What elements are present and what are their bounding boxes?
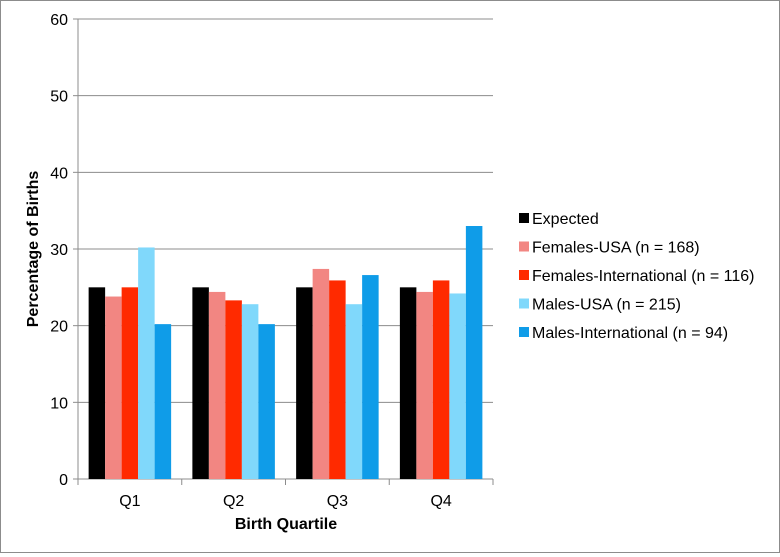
legend-swatch [519, 270, 529, 280]
legend-label: Females-USA (n = 168) [532, 240, 700, 257]
bar-q3-series-2 [329, 280, 346, 479]
bar-q2-series-1 [208, 291, 226, 479]
x-tick-label: Q1 [119, 493, 140, 510]
legend-label: Males-USA (n = 215) [532, 297, 681, 314]
y-tick-label: 30 [50, 242, 68, 259]
bar-q1-series-1 [105, 296, 122, 479]
bar-q4-series-2 [432, 280, 450, 479]
y-axis-title: Percentage of Births [25, 171, 42, 328]
bars [88, 226, 483, 479]
bar-q4-series-1 [416, 291, 433, 479]
y-tick-label: 50 [50, 89, 68, 106]
y-tick-label: 0 [59, 472, 68, 489]
x-axis-title: Birth Quartile [235, 516, 337, 533]
legend-swatch [519, 241, 529, 252]
x-tick-labels: Q1 Q2 Q3 Q4 [119, 493, 452, 510]
legend: Expected Females-USA (n = 168) Females-Int… [519, 211, 754, 342]
legend-label: Females-International (n = 116) [532, 268, 754, 285]
bar-q2-series-0 [192, 287, 209, 479]
bar-q2-series-3 [241, 304, 259, 479]
bar-q1-series-0 [88, 287, 106, 479]
y-tick-label: 20 [50, 319, 68, 336]
bar-q3-series-3 [345, 304, 363, 479]
bar-q1-series-4 [154, 324, 172, 479]
bar-q3-series-1 [312, 268, 330, 479]
legend-swatch [519, 213, 529, 223]
bar-q1-series-2 [121, 287, 139, 479]
x-tick-label: Q4 [430, 493, 451, 510]
bar-q2-series-4 [258, 324, 275, 479]
x-tick-label: Q3 [327, 493, 348, 510]
bar-q3-series-4 [362, 275, 379, 479]
y-tick-label: 40 [50, 165, 68, 182]
y-tick-labels: 0 10 20 30 40 50 60 [50, 12, 68, 489]
legend-label: Expected [532, 211, 599, 228]
y-tick-label: 60 [50, 12, 68, 29]
y-tick-label: 10 [50, 395, 68, 412]
bar-q1-series-3 [138, 247, 155, 479]
legend-label: Males-International (n = 94) [532, 325, 728, 342]
bar-q4-series-0 [399, 287, 417, 479]
legend-swatch [519, 327, 529, 337]
bar-q3-series-0 [296, 287, 313, 479]
legend-swatch [519, 298, 529, 309]
x-tick-label: Q2 [223, 493, 244, 510]
bar-q4-series-4 [465, 226, 483, 479]
bar-q4-series-3 [449, 293, 466, 479]
bar-q2-series-2 [225, 300, 242, 479]
